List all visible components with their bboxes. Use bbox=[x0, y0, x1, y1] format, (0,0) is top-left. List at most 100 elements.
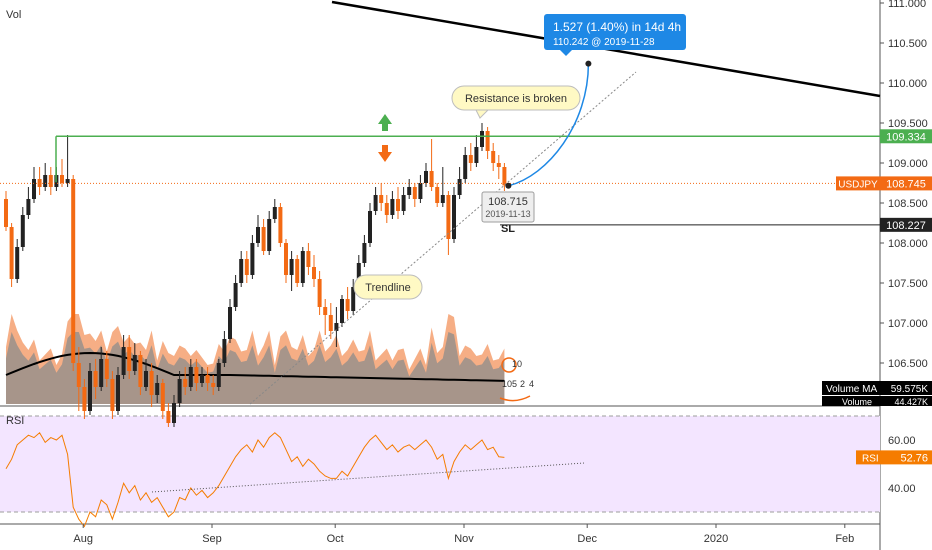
price-tick-label: 108.500 bbox=[888, 198, 928, 210]
vol-pane-title: Vol bbox=[6, 9, 21, 21]
price-tick-label: 110.000 bbox=[888, 78, 927, 90]
rsi-pane-title: RSI bbox=[6, 415, 24, 427]
price-tick-label: 107.000 bbox=[888, 318, 928, 330]
volume-ma-value: 59.575K bbox=[891, 384, 929, 395]
rsi-band bbox=[0, 416, 880, 512]
candle-body bbox=[340, 299, 344, 323]
candle-body bbox=[491, 151, 496, 163]
candle-body bbox=[110, 379, 115, 411]
candle-body bbox=[188, 367, 193, 387]
volume-area-up bbox=[6, 332, 505, 404]
symbol-tag-text: USDJPY bbox=[838, 179, 878, 190]
rsi-line bbox=[5, 432, 505, 528]
candle-body bbox=[205, 375, 210, 383]
candle-layer bbox=[4, 123, 507, 427]
candle-body bbox=[284, 243, 288, 275]
time-tick-label: Aug bbox=[73, 533, 93, 545]
resistance-note-text: Resistance is broken bbox=[465, 93, 567, 105]
candle-body bbox=[368, 211, 372, 243]
point-label[interactable]: 108.715 2019-11-13 bbox=[481, 191, 535, 223]
candle-body bbox=[43, 175, 48, 187]
projection-headline: 1.527 (1.40%) in 14d 4h bbox=[553, 20, 681, 34]
candle-body bbox=[356, 263, 361, 287]
candle-body bbox=[384, 203, 389, 215]
point-price: 108.715 bbox=[488, 196, 528, 208]
rsi-tag-value: 52.76 bbox=[900, 452, 928, 464]
trendline-note-text: Trendline bbox=[365, 282, 410, 294]
candle-body bbox=[261, 227, 266, 251]
candle-body bbox=[418, 183, 423, 199]
event-label-2: 2 bbox=[520, 379, 525, 389]
candle-body bbox=[211, 383, 216, 387]
candle-body bbox=[272, 207, 277, 219]
candle-body bbox=[71, 179, 76, 363]
candle-body bbox=[194, 367, 199, 383]
time-tick-label: Feb bbox=[835, 533, 854, 545]
candle-body bbox=[446, 195, 451, 239]
candle-body bbox=[172, 403, 176, 423]
candle-body bbox=[88, 371, 92, 411]
event-label-1: 105 bbox=[502, 379, 517, 389]
projection-callout[interactable]: 1.527 (1.40%) in 14d 4h 110.242 @ 2019-1… bbox=[544, 14, 686, 56]
event-swirl-icon bbox=[499, 395, 531, 402]
resistance-tag-text: 109.334 bbox=[886, 131, 926, 143]
price-tick-label: 108.000 bbox=[888, 238, 928, 250]
rsi-trendline[interactable] bbox=[151, 462, 585, 493]
time-tick-label: Nov bbox=[454, 533, 474, 545]
candle-body bbox=[440, 195, 445, 203]
candle-body bbox=[222, 339, 227, 363]
candle-body bbox=[373, 195, 378, 211]
candle-body bbox=[121, 347, 126, 375]
volume-value: 44.427K bbox=[894, 397, 928, 407]
candle-body bbox=[138, 355, 143, 387]
candle-body bbox=[250, 243, 255, 275]
sl-tag-text: 108.227 bbox=[886, 220, 926, 232]
volume-ma-label: Volume MA bbox=[826, 384, 877, 395]
price-tick-label: 109.500 bbox=[888, 118, 928, 130]
event-markers[interactable]: 10 105 2 4 bbox=[499, 357, 534, 402]
candle-body bbox=[166, 411, 171, 423]
candle-body bbox=[20, 215, 25, 247]
volume-tag: Volume 44.427K bbox=[822, 396, 932, 407]
resistance-tag: 109.334 bbox=[880, 129, 932, 144]
candle-body bbox=[256, 227, 260, 243]
candle-body bbox=[183, 379, 188, 387]
candle-body bbox=[435, 187, 440, 203]
trendline-note[interactable]: Trendline bbox=[353, 274, 423, 300]
projection-end-dot bbox=[585, 60, 592, 67]
price-pane[interactable] bbox=[0, 0, 880, 404]
candle-body bbox=[239, 259, 244, 283]
volume-ma-layer bbox=[5, 351, 505, 382]
candle-body bbox=[9, 227, 14, 279]
projection-curve[interactable] bbox=[508, 63, 590, 187]
volume-layer bbox=[6, 314, 505, 404]
candle-body bbox=[474, 147, 479, 163]
rising-trendline[interactable] bbox=[249, 71, 637, 405]
candle-body bbox=[412, 187, 417, 199]
down-arrow-icon bbox=[378, 145, 392, 162]
candle-body bbox=[104, 359, 109, 379]
candle-body bbox=[289, 259, 294, 275]
time-tick-label: Oct bbox=[327, 533, 344, 545]
candle-body bbox=[390, 199, 395, 215]
candle-body bbox=[76, 363, 81, 387]
candle-body bbox=[317, 279, 322, 307]
rsi-tag-label: RSI bbox=[862, 453, 879, 464]
candle-body bbox=[233, 283, 238, 307]
candle-body bbox=[379, 195, 384, 203]
candle-body bbox=[295, 259, 300, 283]
candle-body bbox=[244, 259, 249, 275]
candle-body bbox=[160, 383, 165, 411]
current-price-tag: USDJPY 108.745 bbox=[836, 176, 932, 191]
candle-body bbox=[452, 195, 456, 239]
price-tick-label: 109.000 bbox=[888, 158, 928, 170]
candle-body bbox=[228, 307, 232, 339]
resistance-note[interactable]: Resistance is broken bbox=[451, 85, 581, 119]
candle-body bbox=[149, 371, 154, 395]
candle-body bbox=[345, 299, 350, 311]
rsi-tick-label: 40.00 bbox=[888, 483, 916, 495]
axis-layer: 111.000 110.500 110.000 109.500 109.000 108.5… bbox=[73, 0, 927, 545]
candle-body bbox=[65, 179, 70, 183]
candle-body bbox=[216, 363, 221, 387]
